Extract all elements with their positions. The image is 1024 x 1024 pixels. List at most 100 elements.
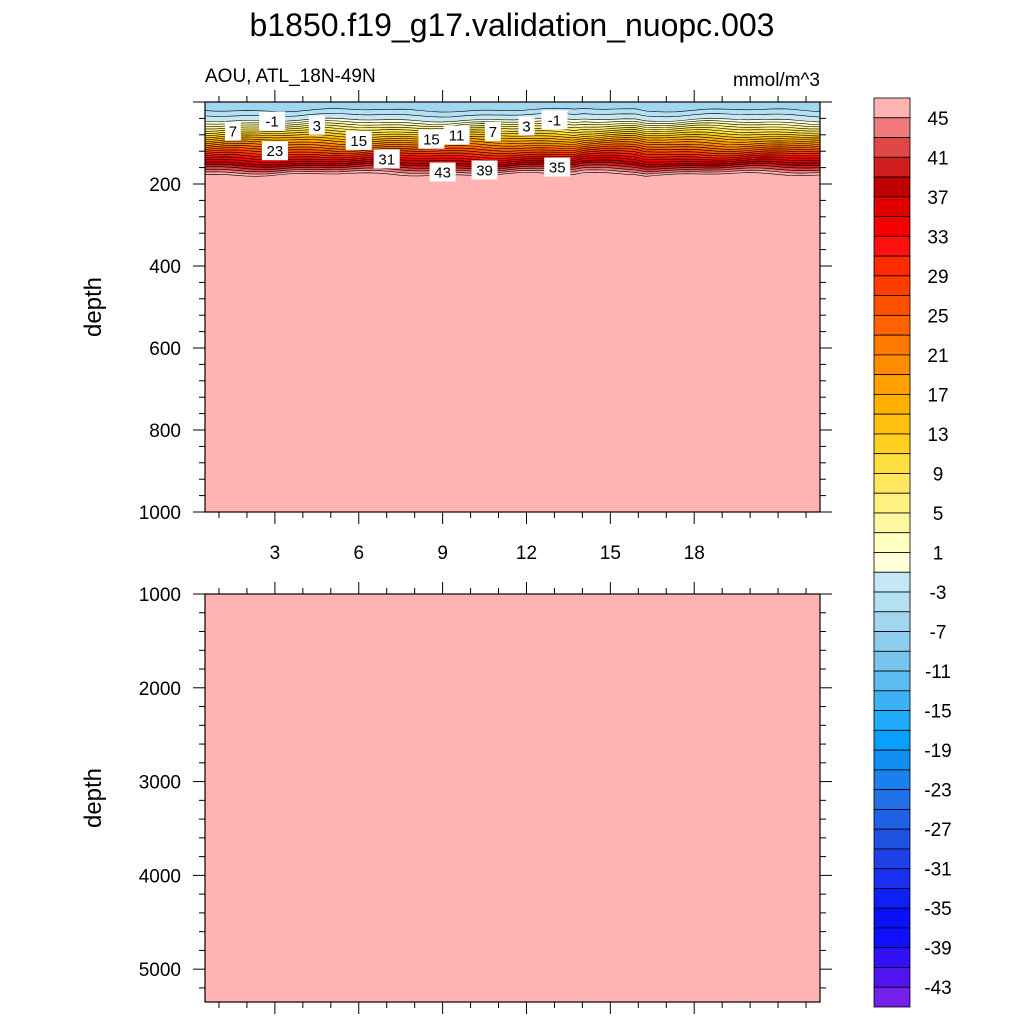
colorbar-label: -39 [924,939,951,960]
contour-label: 39 [476,162,493,179]
colorbar-label: -15 [924,702,951,723]
figure-title: b1850.f19_g17.validation_nuopc.003 [250,7,775,43]
colorbar-box [873,433,911,455]
colorbar-label: -7 [930,623,947,644]
colorbar-box [873,512,911,534]
colorbar-label: 41 [927,148,948,169]
colorbar: 45 41 37 33 29 25 21 17 13 9 5 1 -3 -7 -11 -15 -19 -23 -27… [873,97,952,1008]
contour-band [204,101,821,113]
x-tick-label: 3 [270,543,281,564]
colorbar-box [873,137,911,158]
colorbar-box [873,532,911,553]
contour-label-box [484,121,501,141]
y-tick-label: 4000 [139,866,181,887]
y-tick-label: 400 [149,257,181,278]
colorbar-box [873,334,911,356]
y-tick-label: 600 [149,339,181,360]
colorbar-box [873,571,911,593]
colorbar-label: -35 [924,899,951,920]
colorbar-label: -43 [924,978,951,999]
colorbar-box [873,492,911,514]
contour-label-box [518,116,535,136]
colorbar-box [873,868,911,889]
plot-frame [204,101,821,513]
colorbar-label: -11 [925,662,951,683]
colorbar-label: 1 [933,544,944,565]
colorbar-box [873,216,911,237]
contour-label-box [429,162,456,182]
contour-label-box [261,141,288,161]
colorbar-box [873,235,911,257]
contour-label: 35 [549,160,566,177]
colorbar-label: 21 [927,346,948,367]
colorbar-box [873,314,911,336]
x-tick-label: 18 [684,543,705,564]
colorbar-box [873,275,911,297]
colorbar-box [873,176,911,198]
y-tick-label: 1000 [139,503,181,524]
contour-label-box [345,130,372,150]
colorbar-box [873,808,911,830]
colorbar-box [873,156,911,178]
colorbar-box [873,97,911,119]
colorbar-box [873,690,911,711]
x-axis: 3 6 9 12 15 18 [270,543,705,564]
colorbar-box [873,354,911,376]
y-tick-label: 200 [149,175,181,196]
colorbar-box [873,473,911,494]
colorbar-box [873,789,911,810]
plot-frame [204,593,821,1003]
colorbar-label: 5 [933,504,944,525]
contour-label: 7 [229,124,237,141]
colorbar-box [873,828,911,850]
colorbar-box [873,196,911,217]
colorbar-box [873,650,911,672]
colorbar-label: 29 [927,267,948,288]
colorbar-label: 9 [933,464,944,485]
colorbar-box [873,552,911,573]
colorbar-box [873,907,911,929]
contour-label-box [418,129,445,149]
contour-label: 3 [522,119,530,136]
lower-panel: 1000 2000 3000 4000 5000 depth [80,582,832,1014]
contour-label: 7 [489,124,497,141]
colorbar-box [873,888,911,909]
colorbar-label: -3 [930,583,947,604]
contour-label: 11 [449,128,465,145]
colorbar-box [873,848,911,870]
colorbar-box [873,947,911,968]
colorbar-box [873,670,911,692]
y-axis-label: depth [80,277,107,337]
colorbar-label: 25 [927,306,948,327]
colorbar-box [873,967,911,988]
colorbar-box [873,295,911,316]
colorbar-box [873,591,911,613]
contour-label: 15 [423,132,440,149]
contour-label: -1 [265,114,278,131]
contour-label: 31 [378,151,395,168]
contour-label-box [471,160,498,180]
colorbar-label: 33 [927,227,948,248]
colorbar-box [873,611,911,632]
panel-subtitle: AOU, ATL_18N-49N [205,66,376,87]
field-background [205,594,820,1002]
colorbar-label: -27 [924,820,951,841]
colorbar-label: 45 [927,109,948,130]
contour-label-box [259,111,286,131]
contour-label: 15 [350,133,367,150]
contour-label: 23 [267,143,284,160]
colorbar-box [873,986,911,1008]
x-tick-label: 9 [437,543,448,564]
x-tick-label: 12 [516,543,537,564]
colorbar-box [873,413,911,435]
contour-label: 43 [434,165,451,182]
y-tick-label: 1000 [139,585,181,606]
contour-label-box [224,121,241,141]
units-label: mmol/m^3 [733,70,820,91]
contour-label: 3 [313,118,321,135]
colorbar-box [873,255,911,277]
contour-label-box [541,110,568,130]
colorbar-label: 37 [927,188,948,209]
y-tick-label: 5000 [139,960,181,981]
colorbar-box [873,927,911,949]
